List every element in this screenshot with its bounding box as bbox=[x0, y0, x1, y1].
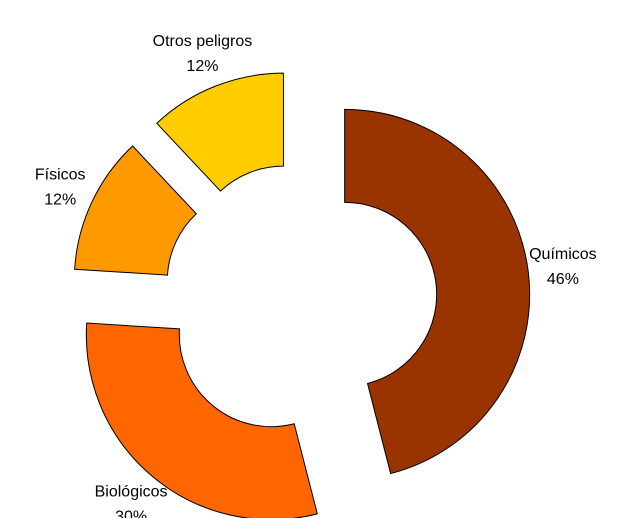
slice-value: 46% bbox=[547, 271, 579, 288]
slice bbox=[344, 108, 531, 475]
slice bbox=[74, 145, 198, 276]
slice-label: Biológicos bbox=[95, 483, 168, 500]
slice bbox=[85, 322, 318, 518]
slice-label: Otros peligros bbox=[153, 33, 253, 50]
slice-value: 30% bbox=[115, 508, 147, 518]
slice-label: Físicos bbox=[35, 166, 86, 183]
slice-value: 12% bbox=[44, 191, 76, 208]
slice-label: Químicos bbox=[529, 246, 597, 263]
slice bbox=[156, 72, 284, 192]
slice-value: 12% bbox=[186, 58, 218, 75]
